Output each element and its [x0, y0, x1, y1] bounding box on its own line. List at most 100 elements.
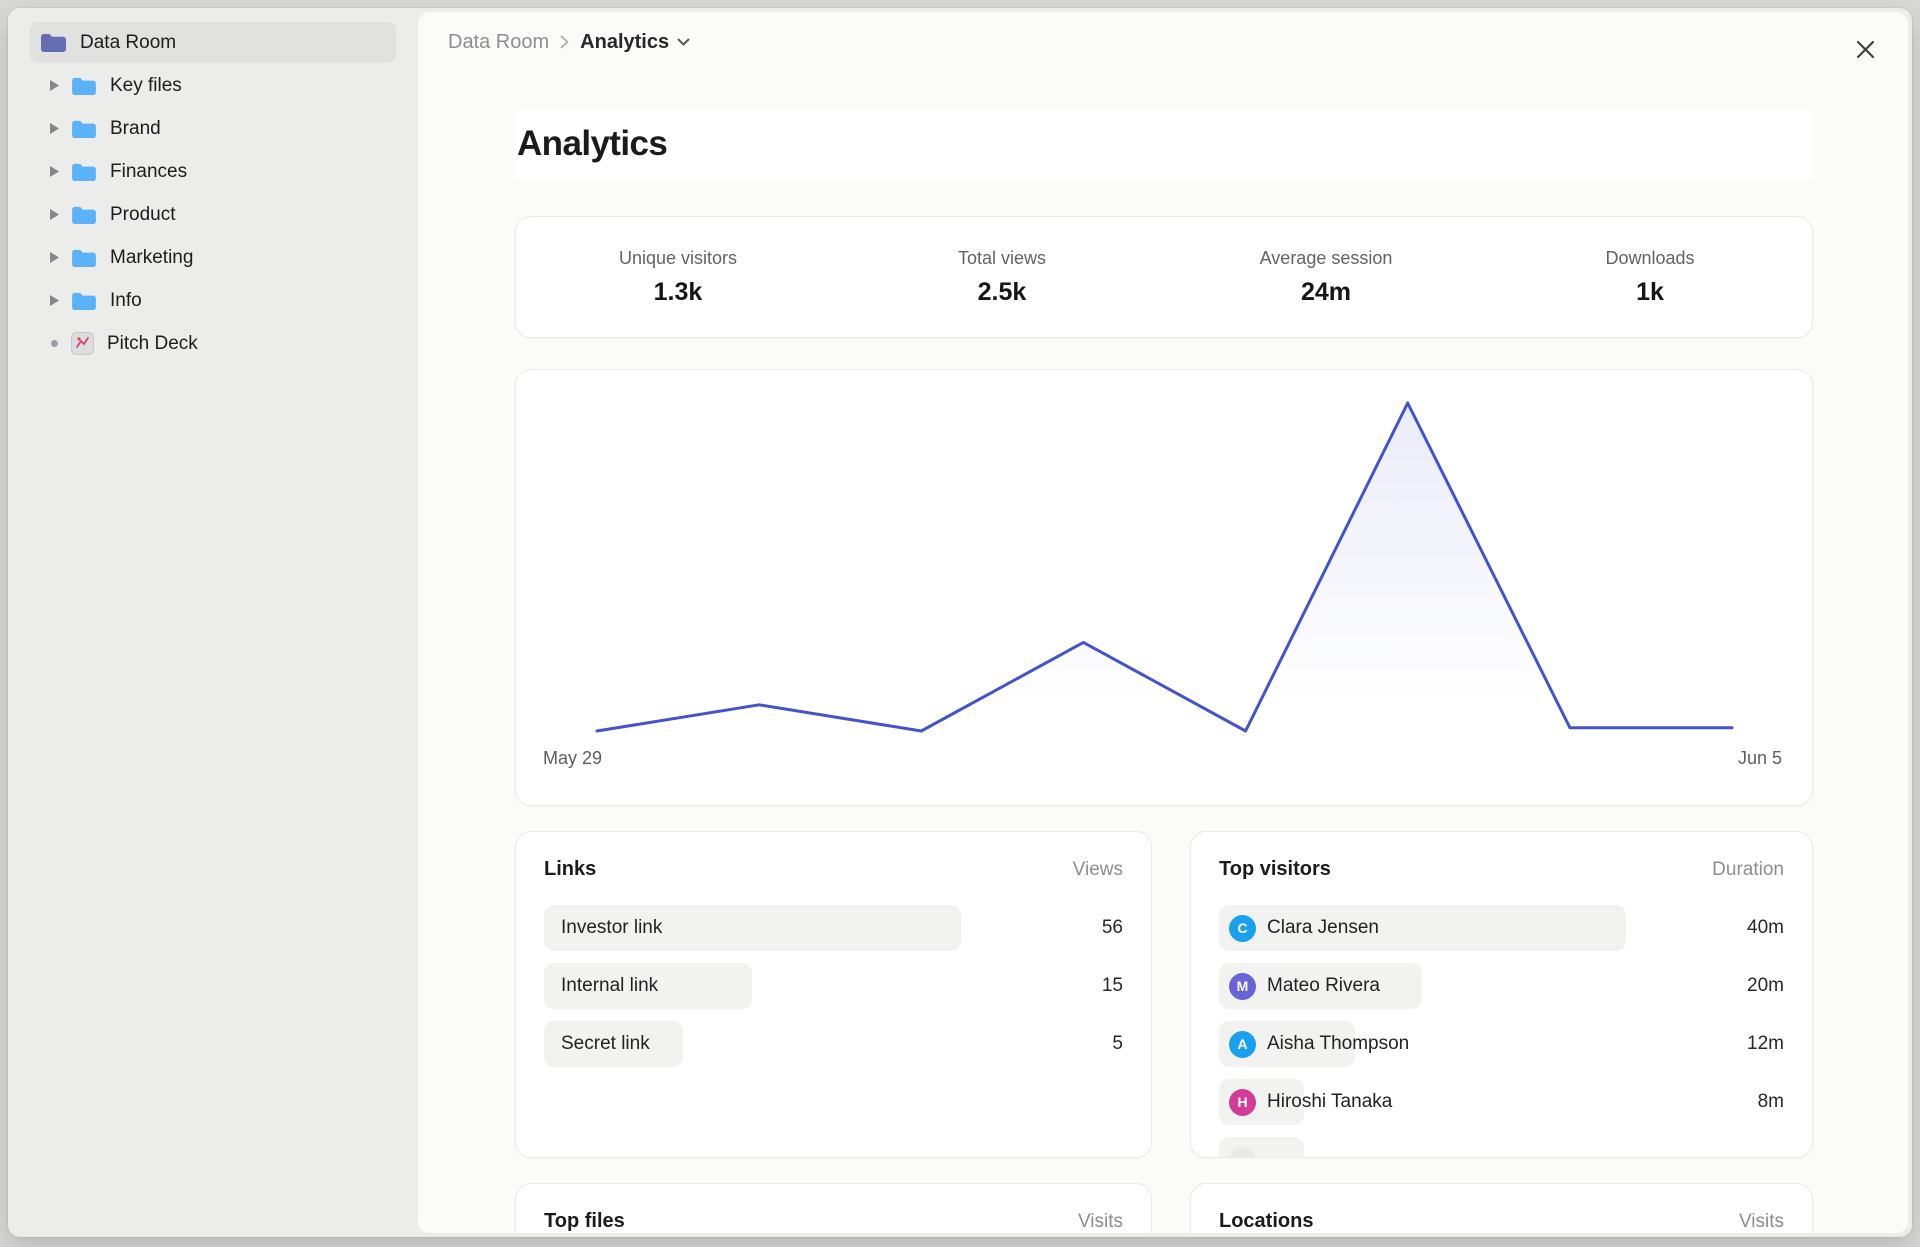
- page-header: Analytics: [515, 110, 1813, 180]
- folder-icon: [71, 291, 97, 311]
- visitor-duration: 20m: [1747, 975, 1784, 996]
- visitors-line-chart: [595, 401, 1734, 733]
- chevron-right-icon[interactable]: [48, 295, 61, 306]
- close-button[interactable]: [1850, 34, 1880, 64]
- visits-column-header: Visits: [1077, 1211, 1123, 1232]
- slide-thumbnail-icon: [71, 332, 94, 355]
- data-room-window: Data Room Key files Brand Finances Produ…: [8, 8, 1912, 1237]
- sidebar-item-key-files[interactable]: Key files: [30, 65, 396, 106]
- avatar: M: [1229, 972, 1256, 1000]
- visitor-duration: 8m: [1757, 1091, 1784, 1112]
- analytics-panel: Data Room Analytics Analytics Unique vis…: [418, 12, 1908, 1233]
- visitor-row[interactable]: A Aisha Thompson 12m: [1219, 1021, 1784, 1067]
- chevron-right-icon[interactable]: [48, 80, 61, 91]
- visitor-name: Aisha Thompson: [1267, 1033, 1410, 1054]
- chevron-right-icon[interactable]: [48, 209, 61, 220]
- chevron-right-icon: [560, 35, 569, 49]
- breadcrumb-parent[interactable]: Data Room: [448, 30, 550, 53]
- avatar: H: [1229, 1088, 1256, 1116]
- avatar: A: [1229, 1030, 1256, 1058]
- link-views: 56: [1101, 917, 1123, 938]
- visitor-name: Mateo Rivera: [1267, 975, 1380, 996]
- views-column-header: Views: [1072, 859, 1123, 880]
- sidebar-item-label: Brand: [110, 117, 161, 139]
- x-axis-end-label: Jun 5: [1737, 748, 1782, 768]
- stat-average-session: Average session 24m: [1164, 248, 1488, 307]
- stat-value: 2.5k: [977, 277, 1027, 306]
- chart-line: [595, 401, 1734, 733]
- link-label: Internal link: [561, 975, 659, 996]
- sidebar-item-brand[interactable]: Brand: [30, 108, 396, 149]
- top-files-panel-title: Top files: [544, 1210, 625, 1232]
- stat-downloads: Downloads 1k: [1488, 248, 1812, 307]
- sidebar-item-label: Finances: [110, 160, 188, 182]
- visitor-name: Hiroshi Tanaka: [1267, 1091, 1393, 1112]
- visitor-name: Clara Jensen: [1267, 917, 1379, 938]
- folder-icon: [71, 119, 97, 139]
- stat-label: Average session: [1259, 247, 1393, 268]
- sidebar-item-product[interactable]: Product: [30, 194, 396, 235]
- stat-label: Downloads: [1605, 247, 1695, 268]
- chevron-right-icon[interactable]: [48, 252, 61, 263]
- stat-value: 1k: [1636, 277, 1664, 306]
- avatar: C: [1229, 914, 1256, 942]
- visitor-row[interactable]: C Clara Jensen 40m: [1219, 905, 1784, 951]
- stat-value: 1.3k: [653, 277, 703, 306]
- link-row[interactable]: Investor link 56: [544, 905, 1123, 951]
- locations-panel-title: Locations: [1219, 1210, 1314, 1232]
- sidebar-item-finances[interactable]: Finances: [30, 151, 396, 192]
- sidebar-item-label: Data Room: [80, 31, 177, 53]
- links-panel-title: Links: [544, 858, 597, 880]
- avatar: [1229, 1146, 1256, 1157]
- link-row[interactable]: Secret link 5: [544, 1021, 1123, 1067]
- link-label: Investor link: [561, 917, 663, 938]
- link-views: 5: [1112, 1033, 1123, 1054]
- folder-icon: [71, 76, 97, 96]
- visitor-duration: 40m: [1747, 917, 1784, 938]
- sidebar: Data Room Key files Brand Finances Produ…: [8, 8, 418, 1237]
- data-room-folder-icon: [40, 32, 67, 53]
- breadcrumb-current[interactable]: Analytics: [580, 31, 690, 54]
- top-visitors-panel: Top visitors Duration C Clara Jensen 40m: [1190, 831, 1813, 1158]
- sidebar-item-label: Marketing: [110, 246, 194, 268]
- stat-unique-visitors: Unique visitors 1.3k: [516, 248, 840, 307]
- chart-area-fill: [597, 403, 1732, 731]
- breadcrumb: Data Room Analytics: [418, 12, 1908, 55]
- sidebar-item-label: Info: [110, 289, 142, 311]
- visitor-bar: [1219, 905, 1626, 951]
- folder-icon: [71, 248, 97, 268]
- sidebar-item-label: Pitch Deck: [107, 332, 198, 354]
- link-row[interactable]: Internal link 15: [544, 963, 1123, 1009]
- stat-label: Total views: [957, 247, 1047, 268]
- sidebar-item-label: Product: [110, 203, 176, 225]
- top-visitors-panel-title: Top visitors: [1219, 858, 1331, 880]
- link-views: 15: [1101, 975, 1123, 996]
- sidebar-item-info[interactable]: Info: [30, 280, 396, 321]
- folder-icon: [71, 162, 97, 182]
- visitor-row-clipped[interactable]: [1219, 1137, 1784, 1157]
- chevron-right-icon[interactable]: [48, 166, 61, 177]
- stat-total-views: Total views 2.5k: [840, 248, 1164, 307]
- visitor-duration: 12m: [1747, 1033, 1784, 1054]
- sidebar-item-pitch-deck[interactable]: Pitch Deck: [30, 323, 396, 364]
- visitors-chart-card: May 29 Jun 5: [515, 369, 1813, 806]
- chevron-right-icon[interactable]: [48, 123, 61, 134]
- locations-panel: Locations Visits: [1190, 1183, 1813, 1233]
- link-label: Secret link: [561, 1033, 650, 1054]
- link-bar: [544, 905, 961, 951]
- top-files-panel: Top files Visits: [515, 1183, 1152, 1233]
- link-bar: [544, 1021, 683, 1067]
- link-bar: [544, 963, 753, 1009]
- stat-value: 24m: [1300, 277, 1352, 306]
- x-axis-start-label: May 29: [543, 748, 603, 768]
- visitor-row[interactable]: M Mateo Rivera 20m: [1219, 963, 1784, 1009]
- links-panel: Links Views Investor link 56 Internal li…: [515, 831, 1152, 1158]
- sidebar-item-data-room[interactable]: Data Room: [30, 22, 396, 63]
- duration-column-header: Duration: [1712, 859, 1784, 880]
- folder-icon: [71, 205, 97, 225]
- sidebar-item-marketing[interactable]: Marketing: [30, 237, 396, 278]
- visits-column-header: Visits: [1738, 1211, 1784, 1232]
- sidebar-item-label: Key files: [110, 74, 182, 96]
- stats-card: Unique visitors 1.3k Total views 2.5k Av…: [515, 216, 1813, 338]
- visitor-row[interactable]: H Hiroshi Tanaka 8m: [1219, 1079, 1784, 1125]
